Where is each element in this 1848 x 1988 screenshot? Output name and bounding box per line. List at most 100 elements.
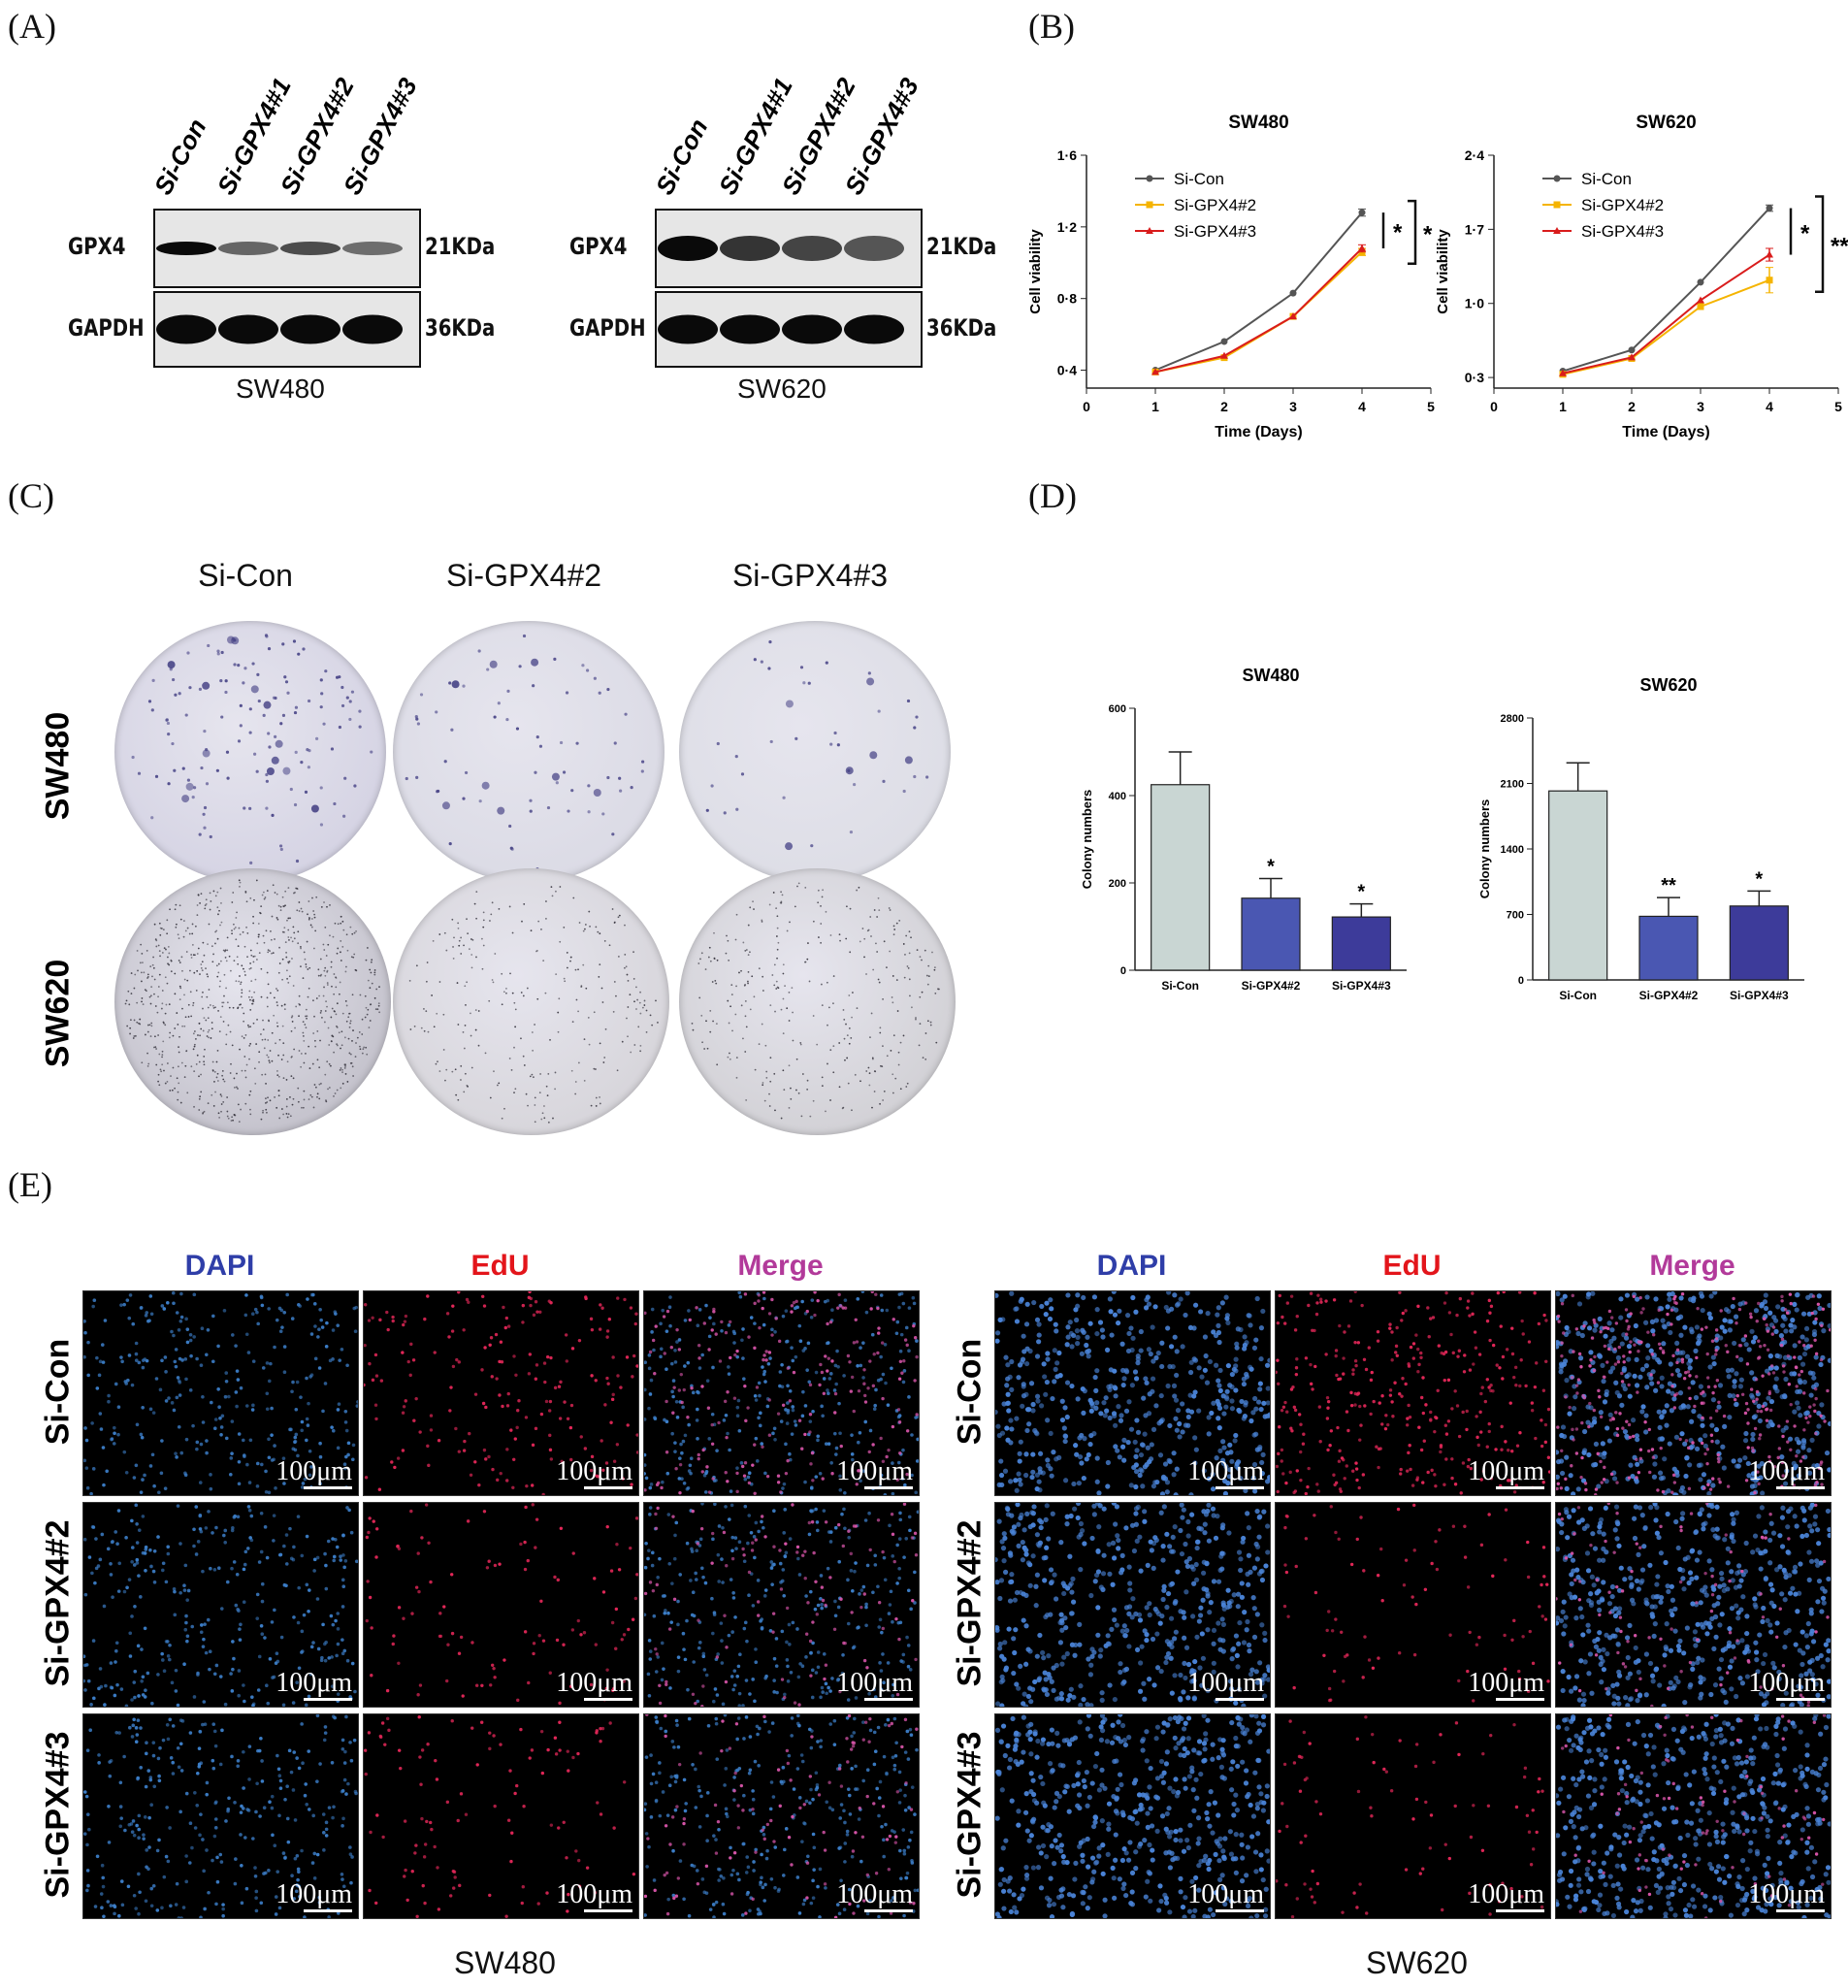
x-tick-label: 4 xyxy=(1358,399,1366,414)
x-tick-label: 1 xyxy=(1151,399,1159,414)
blot-box xyxy=(153,209,421,288)
band xyxy=(342,242,403,255)
panel-label-b: (B) xyxy=(1028,7,1075,46)
scale-label: 100μm xyxy=(1468,1879,1544,1909)
legend-label: Si-Con xyxy=(1581,170,1632,188)
band xyxy=(156,314,216,344)
category-label: Si-Con xyxy=(1559,989,1597,1002)
legend-marker xyxy=(1553,227,1561,234)
scale-label: 100μm xyxy=(1748,1668,1825,1698)
category-label: Si-GPX4#3 xyxy=(1730,989,1789,1002)
fluorescence-image: 100μm xyxy=(363,1713,639,1919)
channel-label: EdU xyxy=(1382,1250,1442,1282)
scale-label: 100μm xyxy=(556,1668,632,1698)
protein-name: GPX4 xyxy=(68,233,126,260)
y-tick-label: 0 xyxy=(1120,965,1126,977)
fluorescence-image: 100μm xyxy=(363,1502,639,1708)
y-axis-label: Cell viability xyxy=(1028,229,1044,314)
x-tick-label: 2 xyxy=(1220,399,1228,414)
colony-dish xyxy=(679,868,956,1135)
y-tick-label: 1·7 xyxy=(1465,221,1484,237)
band xyxy=(218,314,278,344)
fluorescence-image: 100μm xyxy=(1275,1290,1551,1496)
edu-row-label: Si-GPX4#3 xyxy=(39,1731,77,1899)
scale-bar xyxy=(1776,1909,1825,1912)
y-axis-label: Cell viability xyxy=(1435,229,1451,314)
scale-bar xyxy=(1216,1486,1264,1489)
legend-marker xyxy=(1553,175,1561,182)
scale-bar xyxy=(304,1698,352,1701)
fluorescence-image: 100μm xyxy=(1555,1502,1832,1708)
bar-chart: SW620 0 700 1400 2100 2800 Colony numbers Si-Co… xyxy=(1477,675,1804,1002)
line-chart: SW620 0 1 2 3 4 5 0·3 1·0 1·7 2·4 Time (Days) Cell v… xyxy=(1435,113,1848,440)
category-label: Si-GPX4#2 xyxy=(1639,989,1699,1002)
scale-bar xyxy=(304,1486,352,1489)
significance-bracket xyxy=(1408,199,1417,265)
y-tick-label: 2800 xyxy=(1501,713,1524,725)
chart-title: SW480 xyxy=(1228,113,1288,133)
legend-marker xyxy=(1146,175,1153,182)
fluorescence-image: 100μm xyxy=(82,1713,359,1919)
series-line xyxy=(1562,278,1770,375)
band xyxy=(782,236,842,261)
series-line xyxy=(1562,207,1770,373)
x-tick-label: 3 xyxy=(1289,399,1297,414)
y-tick-label: 2100 xyxy=(1501,779,1524,791)
data-point xyxy=(1289,312,1297,320)
panel-label-d: (D) xyxy=(1028,476,1077,515)
x-tick-label: 3 xyxy=(1697,399,1704,414)
band xyxy=(844,236,904,261)
scale-bar xyxy=(1496,1909,1544,1912)
data-point xyxy=(1559,369,1567,376)
significance-mark: * xyxy=(1800,221,1810,247)
x-axis-label: Time (Days) xyxy=(1215,424,1302,440)
colony-column-label: Si-GPX4#3 xyxy=(731,558,889,593)
colony-row-label: SW480 xyxy=(39,711,77,821)
y-tick-label: 600 xyxy=(1109,703,1126,715)
scale-bar xyxy=(1496,1486,1544,1489)
channel-label: Merge xyxy=(737,1250,824,1282)
y-tick-label: 1400 xyxy=(1501,844,1524,856)
y-tick-label: 400 xyxy=(1109,791,1126,802)
scale-label: 100μm xyxy=(1187,1879,1264,1909)
channel-label: EdU xyxy=(470,1250,530,1282)
significance-bracket xyxy=(1815,195,1825,293)
fluorescence-image: 100μm xyxy=(994,1290,1271,1496)
cell-line-label: SW480 xyxy=(454,1945,556,1980)
legend-label: Si-Con xyxy=(1174,170,1224,188)
scale-bar xyxy=(864,1909,913,1912)
data-point xyxy=(1628,353,1636,361)
data-point xyxy=(1697,303,1704,310)
category-label: Si-Con xyxy=(1161,979,1199,993)
band xyxy=(844,314,904,344)
band xyxy=(218,242,278,255)
band xyxy=(782,314,842,344)
cell-line-label: SW480 xyxy=(236,374,325,404)
data-point xyxy=(1697,296,1704,304)
colony-dish xyxy=(393,868,669,1135)
fluorescence-image: 100μm xyxy=(1555,1713,1832,1919)
panel-label-e: (E) xyxy=(8,1165,52,1204)
bar xyxy=(1638,915,1699,981)
band xyxy=(280,242,340,255)
legend-label: Si-GPX4#3 xyxy=(1581,222,1664,241)
edu-row-label: Si-GPX4#3 xyxy=(951,1731,989,1899)
category-label: Si-GPX4#2 xyxy=(1242,979,1301,993)
band xyxy=(658,236,718,261)
data-point xyxy=(1220,351,1228,359)
scale-bar xyxy=(1216,1698,1264,1701)
molecular-weight: 21KDa xyxy=(926,233,997,260)
lane-label: Si-Con xyxy=(649,114,714,200)
y-tick-label: 0·4 xyxy=(1057,363,1077,378)
bar xyxy=(1151,784,1211,971)
data-point xyxy=(1697,278,1704,286)
blot-box xyxy=(655,209,923,288)
legend-label: Si-GPX4#2 xyxy=(1174,196,1256,214)
scale-label: 100μm xyxy=(276,1456,352,1486)
series-line xyxy=(1562,253,1770,375)
data-point xyxy=(1220,338,1228,345)
chart-title: SW620 xyxy=(1636,113,1696,133)
blot-box xyxy=(655,291,923,368)
data-point xyxy=(1766,205,1773,212)
